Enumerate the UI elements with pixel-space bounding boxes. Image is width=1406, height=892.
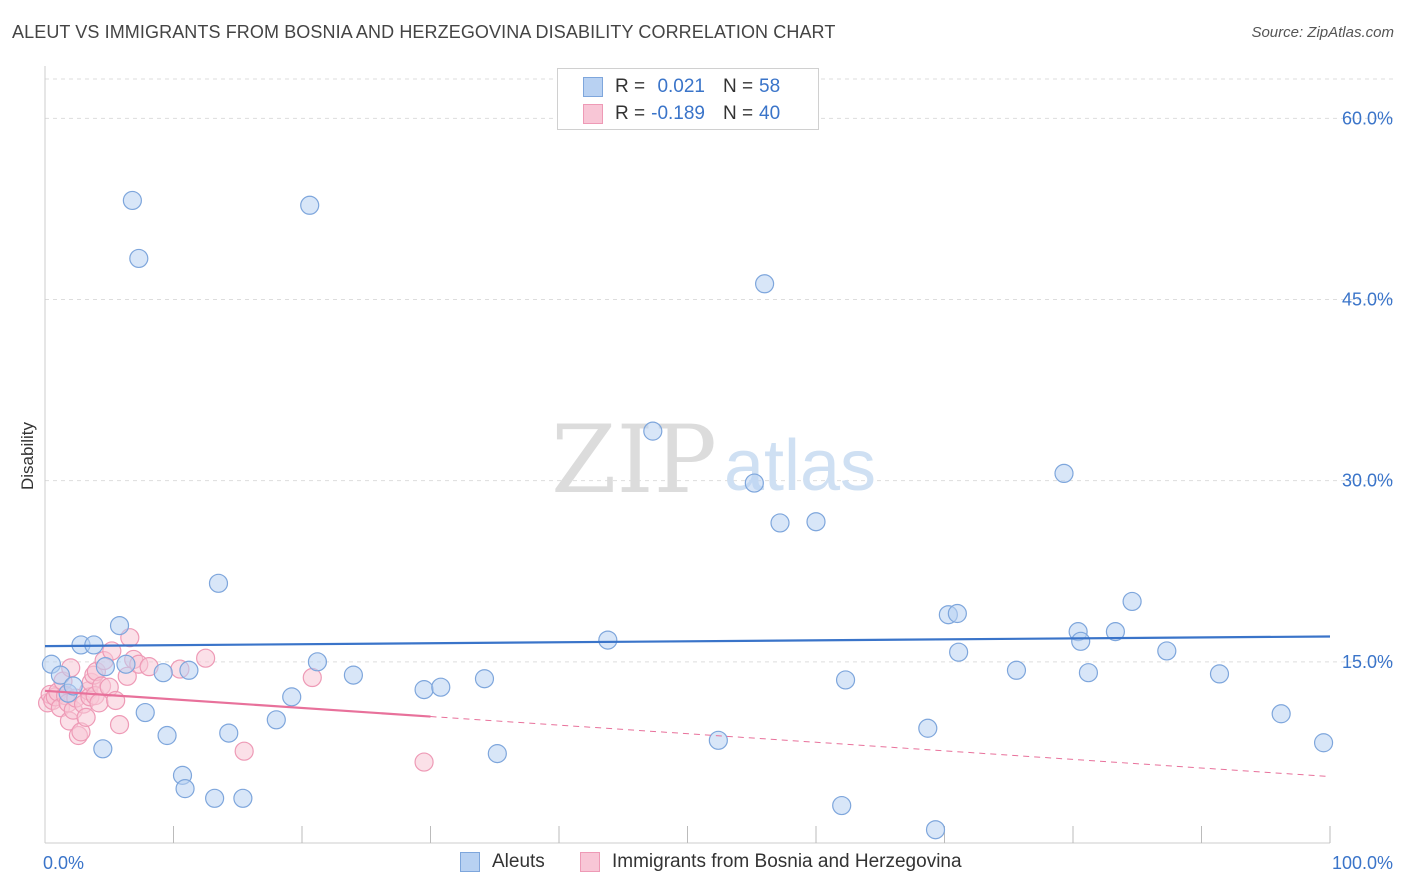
bottom-legend-aleuts: Aleuts (460, 851, 545, 873)
data-point (50, 665, 71, 685)
data-point (1105, 622, 1126, 642)
data-point (431, 677, 451, 697)
data-point (266, 710, 286, 730)
y-tick-labels: 15.0% 30.0% 45.0% 60.0% (1342, 108, 1393, 672)
data-point (643, 421, 663, 441)
data-point (949, 642, 969, 662)
legend-n-label: N = (723, 76, 754, 97)
data-point (835, 670, 856, 690)
data-point (1006, 660, 1027, 680)
data-point (116, 654, 136, 674)
data-point (474, 669, 495, 689)
chart-title: ALEUT VS IMMIGRANTS FROM BOSNIA AND HERZ… (12, 22, 836, 42)
axes (44, 66, 1331, 844)
data-point (414, 680, 434, 700)
bottom-legend-label: Aleuts (492, 851, 545, 872)
data-point (95, 657, 115, 677)
data-point (1271, 704, 1291, 724)
data-point (343, 665, 363, 685)
data-point (1209, 664, 1230, 684)
data-point (1157, 641, 1177, 661)
series-aleuts-points (41, 190, 1334, 840)
data-point (63, 676, 83, 696)
watermark-zip: ZIP (551, 406, 717, 515)
data-point (744, 473, 764, 493)
data-point (179, 660, 199, 680)
trend-lines (44, 635, 1331, 778)
legend-n-value: 40 (759, 103, 781, 124)
x-tick-label: 0.0% (43, 853, 84, 873)
data-point (135, 702, 155, 723)
legend-swatch-blue (583, 77, 603, 97)
x-tick-label: 100.0% (1332, 853, 1393, 873)
data-point (196, 648, 216, 668)
data-point (233, 788, 253, 808)
data-point (1078, 663, 1099, 683)
data-point (109, 715, 130, 735)
data-point (1071, 631, 1091, 651)
legend-n-label: N = (723, 103, 754, 124)
stats-legend: R = 0.021 N = 58 R = -0.189 N = 40 (557, 68, 819, 130)
data-point (76, 707, 96, 727)
data-point (175, 779, 195, 799)
bottom-legend-immigrants: Immigrants from Bosnia and Herzegovina (580, 851, 962, 873)
data-point (234, 741, 254, 761)
legend-row-aleuts: R = 0.021 N = 58 (583, 74, 780, 100)
y-tick-label: 15.0% (1342, 652, 1393, 672)
bottom-legend-label: Immigrants from Bosnia and Herzegovina (612, 851, 962, 872)
data-point (925, 820, 946, 840)
legend-row-immigrants: R = -0.189 N = 40 (583, 101, 780, 127)
data-point (219, 723, 239, 743)
data-point (832, 795, 852, 816)
data-point (300, 195, 320, 215)
data-point (754, 274, 775, 294)
data-point (1054, 463, 1074, 484)
data-point (770, 513, 790, 533)
bottom-legend: Aleuts Immigrants from Bosnia and Herzeg… (0, 851, 1406, 879)
legend-r-label: R = (615, 76, 646, 97)
data-point (806, 512, 826, 532)
data-point (1313, 733, 1334, 753)
data-point (89, 693, 109, 713)
data-point (598, 630, 618, 650)
watermark-atlas: atlas (724, 426, 876, 506)
y-axis-label: Disability (18, 421, 37, 491)
legend-n-value: 58 (759, 76, 781, 97)
x-tick-labels: 0.0% 100.0% (43, 853, 1393, 873)
trend-line (44, 635, 1331, 648)
grid-lines (45, 78, 1395, 663)
data-point (708, 730, 728, 750)
legend-r-value: -0.189 (651, 103, 705, 124)
data-point (307, 652, 328, 672)
legend-swatch-pink (583, 104, 603, 124)
data-point (122, 190, 142, 211)
data-point (157, 725, 177, 746)
bottom-legend-swatch-blue (460, 852, 480, 872)
legend-r-label: R = (615, 103, 646, 124)
data-point (918, 718, 938, 738)
data-point (205, 788, 225, 808)
data-point (93, 739, 113, 759)
data-point (487, 744, 507, 764)
data-point (414, 752, 434, 772)
y-tick-label: 45.0% (1342, 289, 1393, 309)
data-point (1122, 591, 1142, 612)
bottom-legend-swatch-pink (580, 852, 600, 872)
legend-r-value: 0.021 (657, 76, 705, 97)
data-point (129, 248, 149, 269)
source-label: Source: ZipAtlas.com (1251, 24, 1394, 41)
data-point (282, 687, 302, 707)
y-tick-label: 30.0% (1342, 471, 1393, 491)
trend-line-solid (44, 689, 431, 718)
watermark: ZIP atlas (551, 406, 876, 515)
data-point (109, 615, 130, 636)
y-tick-label: 60.0% (1342, 108, 1393, 128)
data-point (947, 603, 967, 624)
data-point (153, 663, 173, 683)
data-point (208, 573, 229, 593)
trend-line-dashed (430, 716, 1331, 778)
